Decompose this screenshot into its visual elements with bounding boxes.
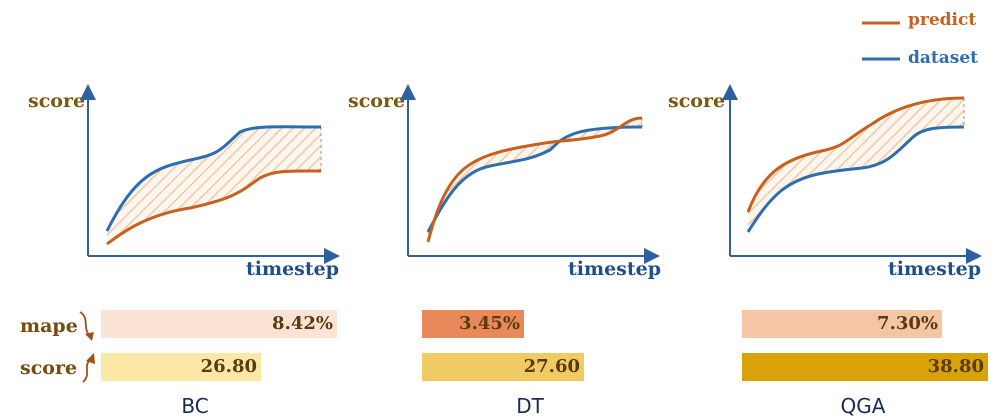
row-label-score: score bbox=[20, 357, 78, 379]
gap-area bbox=[428, 118, 642, 242]
dataset-curve bbox=[105, 125, 322, 232]
panel-qga: score timestep bbox=[666, 0, 996, 290]
dataset-curve bbox=[426, 125, 643, 233]
mape-value-bc: 8.42% bbox=[272, 313, 333, 334]
gap-area bbox=[748, 98, 964, 232]
method-label-bc: BC bbox=[181, 394, 209, 418]
method-label-dt: DT bbox=[516, 394, 544, 418]
predict-curve bbox=[106, 169, 322, 246]
score-up-arrow-icon bbox=[82, 353, 95, 383]
method-label-qga: QGA bbox=[840, 394, 886, 418]
legend: predict dataset bbox=[862, 10, 992, 72]
x-axis-label: timestep bbox=[568, 258, 662, 280]
y-axis-label: score bbox=[348, 90, 406, 112]
predict-curve bbox=[746, 96, 965, 213]
mape-down-arrow-icon bbox=[79, 311, 94, 341]
predict-curve bbox=[426, 116, 643, 243]
legend-dataset-swatch bbox=[862, 57, 900, 61]
score-bar-qga: 38.80 bbox=[742, 353, 988, 381]
mape-bar-dt: 3.45% bbox=[422, 310, 524, 338]
score-value-dt: 27.60 bbox=[523, 356, 580, 377]
score-bar-dt: 27.60 bbox=[422, 353, 584, 381]
legend-predict-swatch bbox=[862, 21, 900, 25]
plot-dt bbox=[400, 84, 660, 264]
legend-predict-label: predict bbox=[908, 10, 977, 30]
x-axis-label: timestep bbox=[888, 258, 982, 280]
score-value-qga: 38.80 bbox=[927, 356, 984, 377]
x-axis-label: timestep bbox=[246, 258, 340, 280]
y-axis-label: score bbox=[668, 90, 726, 112]
row-label-mape: mape bbox=[20, 315, 78, 337]
mape-value-qga: 7.30% bbox=[877, 313, 938, 334]
mape-value-dt: 3.45% bbox=[459, 313, 520, 334]
panel-dt: score timestep bbox=[340, 0, 670, 290]
dataset-curve bbox=[746, 125, 965, 233]
plot-qga bbox=[722, 84, 982, 264]
legend-dataset-label: dataset bbox=[908, 48, 979, 68]
score-value-bc: 26.80 bbox=[200, 356, 257, 377]
mape-bar-qga: 7.30% bbox=[742, 310, 942, 338]
score-bar-bc: 26.80 bbox=[101, 353, 261, 381]
y-axis-label: score bbox=[28, 90, 86, 112]
plot-bc bbox=[80, 84, 340, 264]
mape-bar-bc: 8.42% bbox=[101, 310, 337, 338]
panel-bc: score timestep bbox=[0, 0, 340, 290]
